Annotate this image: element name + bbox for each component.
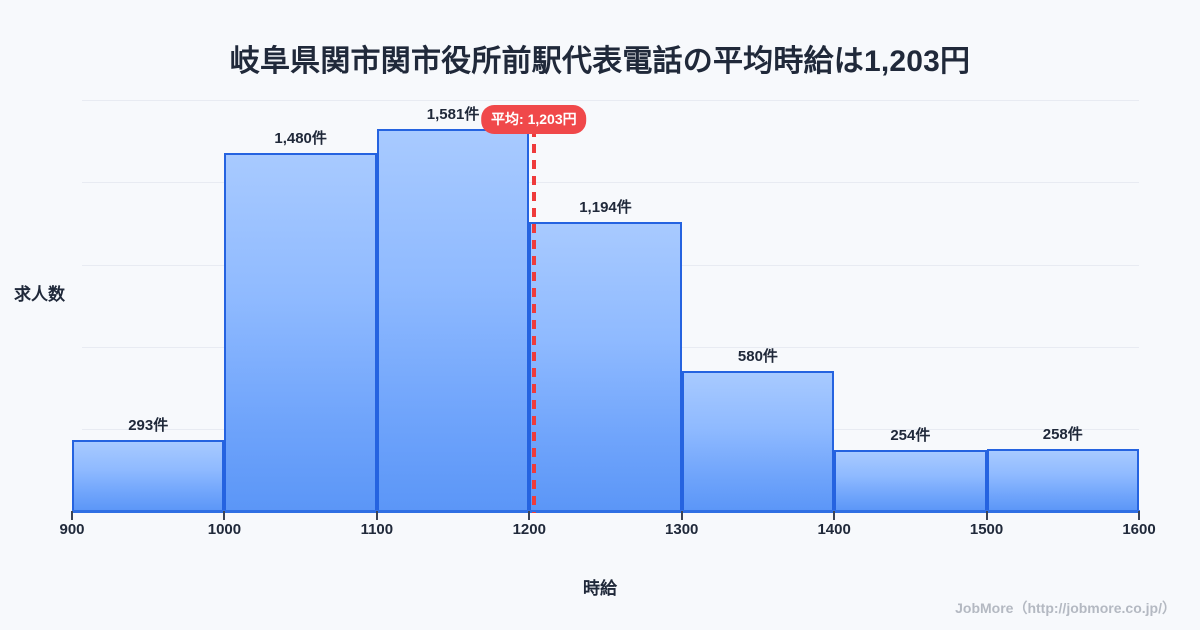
x-axis-tick-label: 1300 — [665, 521, 699, 538]
x-axis-tick — [71, 511, 73, 520]
plot-area: 293件 1,480件 1,581件 1,194件 580件 254件 258件 — [72, 100, 1139, 511]
bar[interactable]: 293件 — [72, 417, 225, 511]
bar[interactable]: 258件 — [986, 426, 1139, 511]
x-axis-tick — [1138, 511, 1140, 520]
x-axis-tick — [375, 511, 378, 520]
x-axis-line — [72, 510, 1140, 513]
x-axis-tick-label: 1400 — [817, 521, 851, 538]
bar[interactable]: 254件 — [834, 427, 987, 511]
bar-value-label: 1,581件 — [426, 105, 480, 123]
y-axis-title: 求人数 — [14, 285, 65, 304]
bar-value-label: 293件 — [128, 417, 169, 435]
x-axis-tick-label: 1600 — [1122, 521, 1156, 538]
x-axis-tick-label: 1000 — [207, 521, 242, 538]
x-axis-tick-label: 900 — [59, 521, 85, 538]
x-axis-title: 時給 — [583, 579, 617, 598]
bar-value-label: 258件 — [1042, 425, 1083, 443]
x-axis-tick — [680, 511, 683, 520]
x-axis-tick-label: 1500 — [969, 521, 1004, 538]
bar[interactable]: 1,480件 — [224, 130, 377, 511]
x-axis-tick — [528, 511, 531, 520]
average-line-marker — [531, 128, 536, 513]
x-axis-tick-label: 1100 — [360, 521, 394, 538]
x-axis-tick — [223, 511, 226, 520]
footer-watermark: JobMore（http://jobmore.co.jp/） — [955, 600, 1176, 616]
bar-value-label: 1,480件 — [274, 130, 327, 148]
x-axis-tick-label: 1200 — [512, 521, 546, 538]
x-axis-tick — [985, 511, 988, 520]
gridline — [82, 100, 1139, 101]
x-axis-tick — [833, 511, 836, 520]
gridline — [82, 182, 1139, 183]
bar-value-label: 254件 — [890, 426, 931, 444]
page-title: 岐阜県関市関市役所前駅代表電話の平均時給は1,203円 — [229, 45, 971, 78]
bar-value-label: 1,194件 — [579, 199, 632, 217]
average-value-badge: 平均: 1,203円 — [481, 105, 587, 134]
bar[interactable]: 580件 — [681, 348, 835, 511]
bar-value-label: 580件 — [737, 347, 778, 365]
bar[interactable]: 1,194件 — [529, 199, 682, 511]
bar[interactable]: 1,581件 — [376, 106, 530, 511]
